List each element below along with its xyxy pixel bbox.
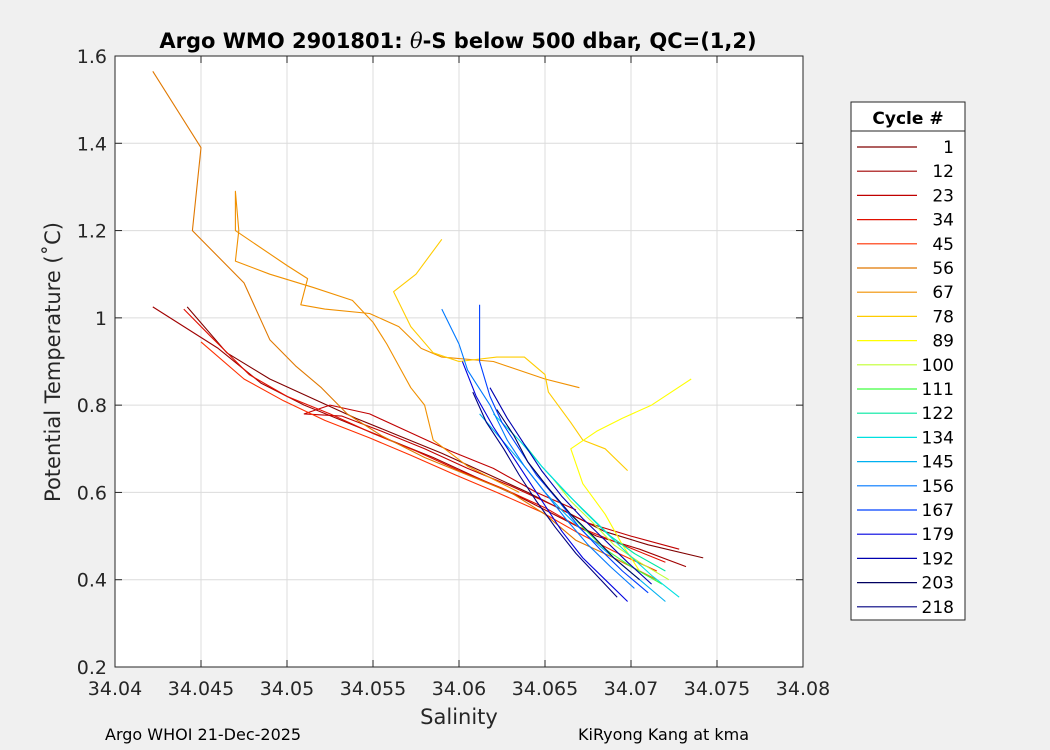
legend-label-100: 100 [922,356,954,376]
axis-ticks: 34.04 34.045 34.05 34.055 34.06 34.065 34.07 34… [77,46,830,700]
legend-label-156: 156 [922,477,954,497]
y-tick-label: 0.8 [77,395,107,417]
x-tick-label: 34.045 [168,678,234,700]
x-tick-label: 34.065 [512,678,578,700]
series-line-cycle-45 [200,341,658,572]
y-tick-label: 1.4 [77,133,107,155]
legend-label-12: 12 [932,162,954,182]
legend-label-67: 67 [932,283,954,303]
legend-label-34: 34 [932,211,954,231]
x-tick-label: 34.055 [340,678,406,700]
y-axis-label: Potential Temperature (˚C) [41,222,65,502]
x-tick-label: 34.04 [88,678,142,700]
series-line-cycle-203 [496,409,640,581]
x-tick-label: 34.07 [604,678,658,700]
legend-title: Cycle # [872,109,943,129]
series-line-cycle-179 [461,361,628,602]
x-tick-label: 34.05 [260,678,314,700]
legend-label-192: 192 [922,549,954,569]
series-line-cycle-23 [303,404,680,550]
footer-right-credit: KiRyong Kang at kma [578,725,750,744]
series-line-cycle-100 [553,478,670,581]
legend-label-89: 89 [932,332,954,352]
legend-label-111: 111 [922,380,954,400]
y-tick-label: 1.2 [77,221,107,243]
legend-label-203: 203 [922,574,954,594]
y-tick-label: 0.6 [77,482,107,504]
series-line-cycle-192 [489,387,652,585]
series-line-cycle-156 [441,308,635,589]
series-line-cycle-78 [393,238,628,471]
series-line-cycle-167 [479,304,649,594]
x-tick-label: 34.08 [776,678,830,700]
chart-title: Argo WMO 2901801: θ-S below 500 dbar, QC… [159,29,756,53]
y-tick-label: 1.6 [77,46,107,68]
legend: Cycle # 1 12 23 34 45 56 67 78 89 100 111 122 134 145… [850,101,966,621]
series-line-cycle-67 [234,190,580,493]
legend-label-78: 78 [932,307,954,327]
legend-label-218: 218 [922,598,954,618]
series-line-cycle-218 [472,391,618,598]
footer-left-credit: Argo WHOI 21-Dec-2025 [105,725,302,744]
x-axis-label: Salinity [420,705,498,729]
legend-label-23: 23 [932,186,954,206]
series-line-cycle-56 [152,71,658,581]
legend-label-179: 179 [922,525,954,545]
series-line-cycle-89 [570,378,692,572]
legend-label-56: 56 [932,259,954,279]
x-tick-label: 34.06 [432,678,486,700]
y-tick-label: 1 [95,308,107,330]
x-tick-label: 34.075 [684,678,750,700]
legend-label-122: 122 [922,404,954,424]
series-layer [152,71,704,602]
legend-label-1: 1 [943,138,954,158]
legend-label-145: 145 [922,453,954,473]
y-tick-label: 0.4 [77,570,107,592]
legend-label-167: 167 [922,501,954,521]
series-line-cycle-12 [152,306,687,568]
y-tick-label: 0.2 [77,657,107,679]
legend-label-45: 45 [932,235,954,255]
legend-label-134: 134 [922,428,954,448]
legend-entries: 1 12 23 34 45 56 67 78 89 100 111 122 134 145 156 167 17… [857,138,954,618]
